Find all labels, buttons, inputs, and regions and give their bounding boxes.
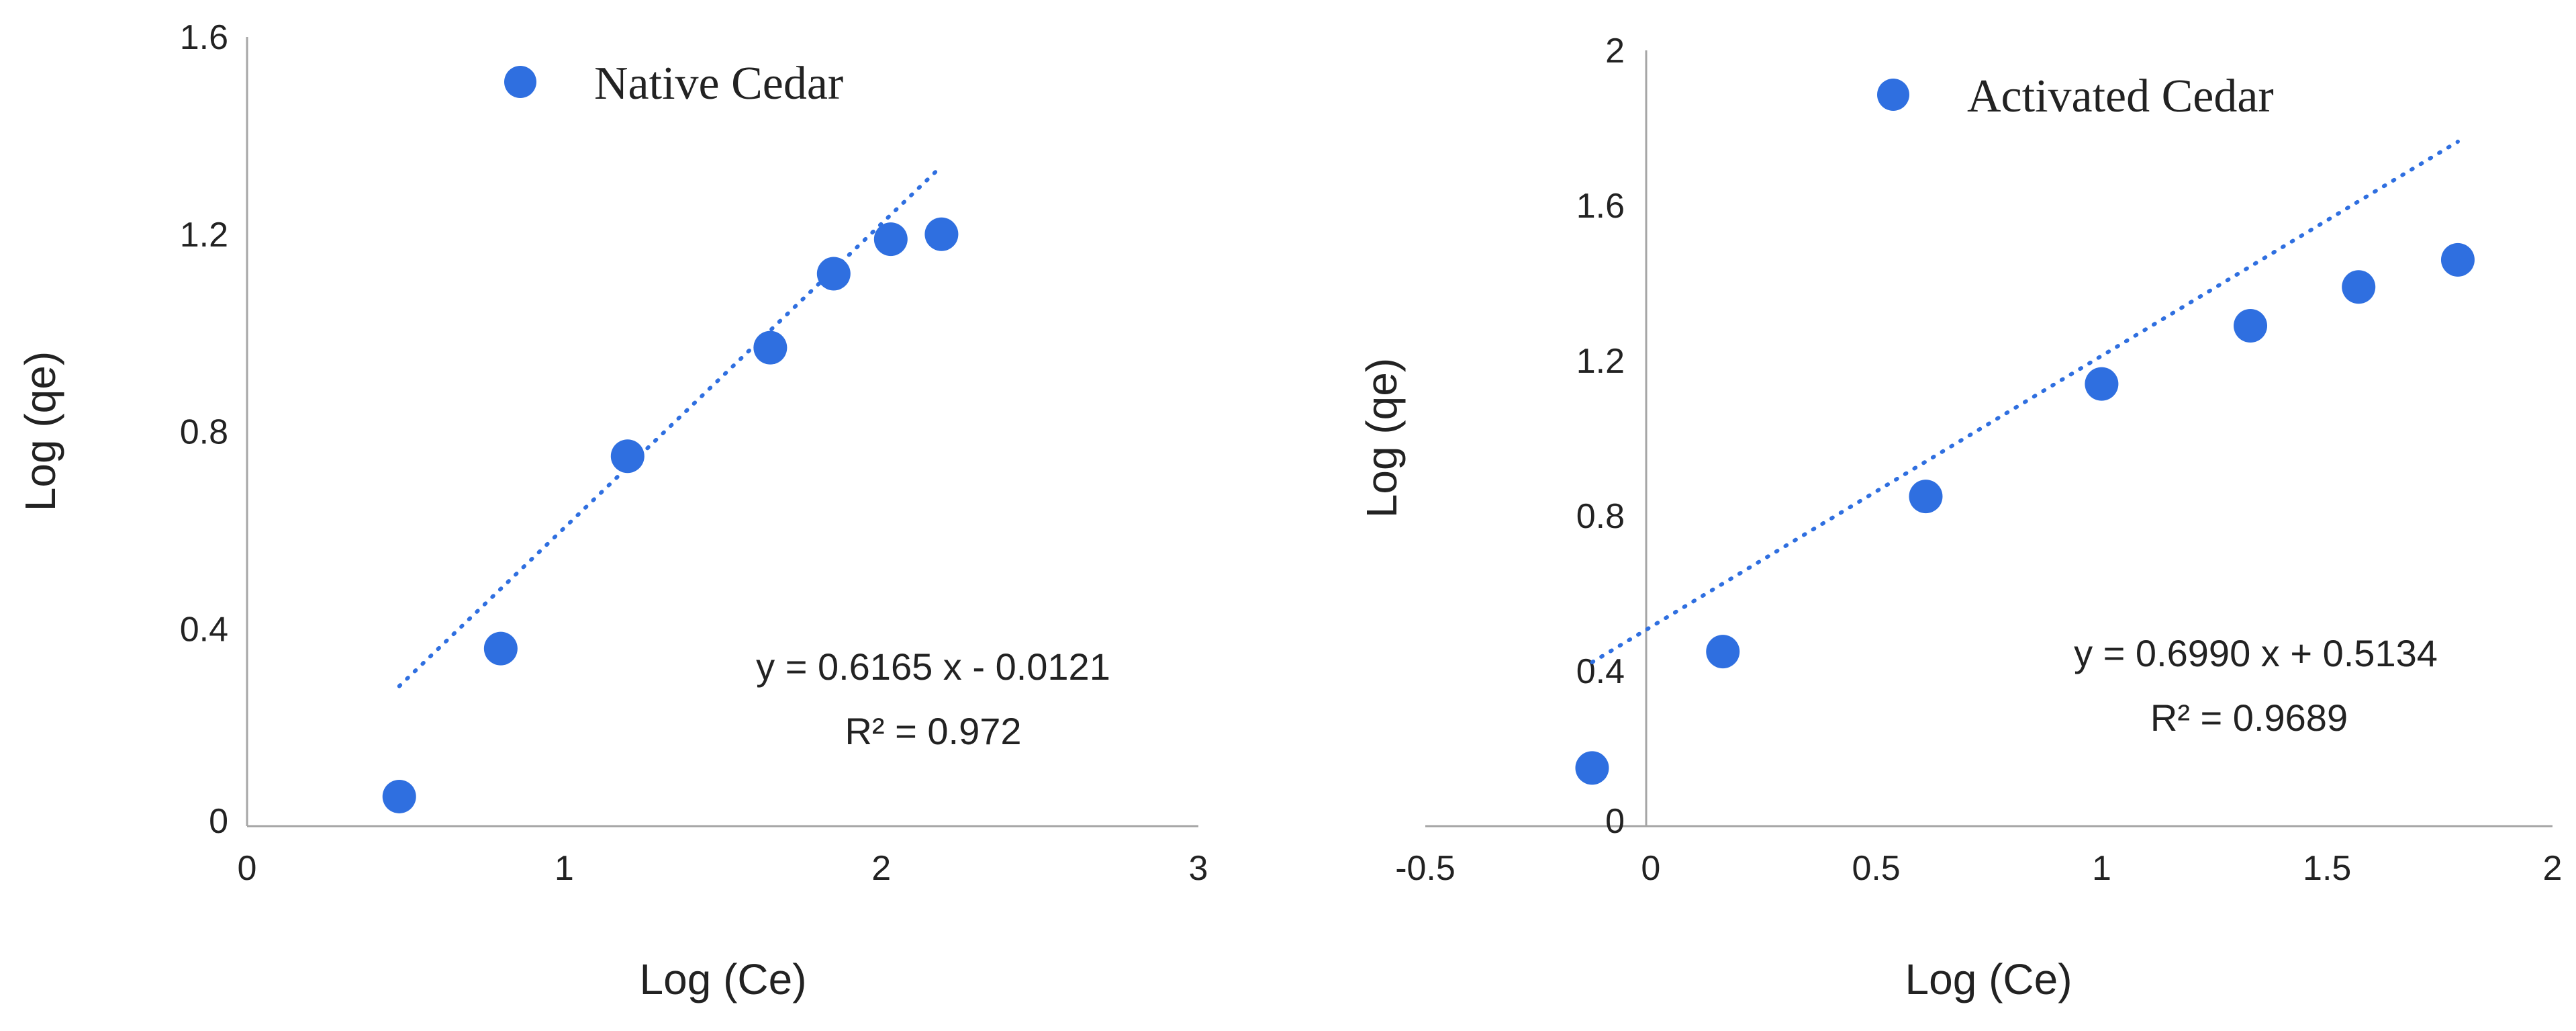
data-point [753, 330, 788, 365]
legend-label: Native Cedar [594, 58, 843, 109]
trendline-equation: y = 0.6990 x + 0.5134 [2074, 632, 2438, 674]
y-tick-labels: 0 0.4 0.8 1.2 1.6 [180, 18, 228, 841]
y-tick-label: 0 [1605, 802, 1625, 841]
trendline-equation: y = 0.6165 x - 0.0121 [756, 645, 1110, 688]
x-tick-label: -0.5 [1395, 849, 1456, 888]
data-point [873, 222, 908, 257]
data-point [610, 439, 645, 474]
legend-label: Activated Cedar [1967, 71, 2274, 122]
y-tick-label: 0.4 [1576, 652, 1625, 691]
r-squared-label: R² = 0.972 [845, 710, 1021, 752]
y-axis-label: Log (qe) [16, 351, 64, 511]
data-point [2234, 309, 2268, 343]
x-axis-label: Log (Ce) [1905, 955, 2072, 1003]
data-point [1575, 751, 1609, 785]
data-point [382, 779, 416, 813]
y-tick-label: 0 [209, 802, 228, 841]
y-tick-label: 0.8 [180, 413, 228, 452]
data-point [2440, 242, 2475, 277]
x-tick-labels: -0.5 0 0.5 1 1.5 2 [1395, 849, 2562, 888]
y-tick-label: 1.2 [1576, 342, 1625, 381]
x-tick-label: 1 [555, 849, 574, 888]
trendline-native-cedar [397, 164, 944, 688]
x-tick-label: 2 [871, 849, 891, 888]
y-tick-label: 2 [1605, 32, 1625, 71]
data-point [2085, 367, 2119, 401]
x-tick-label: 0 [238, 849, 257, 888]
y-tick-label: 1.2 [180, 216, 228, 255]
y-tick-label: 0.8 [1576, 497, 1625, 536]
y-tick-label: 1.6 [180, 18, 228, 57]
x-tick-labels: 0 1 2 3 [238, 849, 1208, 888]
data-point [2342, 270, 2376, 304]
legend-marker [504, 66, 536, 98]
legend-marker [1877, 79, 1909, 111]
y-tick-label: 1.6 [1576, 187, 1625, 226]
chart-native-cedar: 0 0.4 0.8 1.2 1.6 0 1 2 3 Native Cedar y = 0.61… [16, 18, 1208, 1003]
x-axis-label: Log (Ce) [640, 955, 807, 1003]
x-tick-label: 3 [1189, 849, 1208, 888]
data-point [816, 257, 851, 291]
trendline-activated-cedar [1590, 139, 2460, 664]
data-point [1706, 635, 1740, 669]
x-tick-label: 2 [2543, 849, 2563, 888]
r-squared-label: R² = 0.9689 [2150, 697, 2348, 739]
x-tick-label: 1.5 [2303, 849, 2351, 888]
x-tick-label: 1 [2092, 849, 2111, 888]
y-tick-labels: 0 0.4 0.8 1.2 1.6 2 [1576, 32, 1625, 841]
x-tick-label: 0 [1641, 849, 1660, 888]
data-point [483, 631, 518, 666]
y-tick-label: 0.4 [180, 610, 228, 649]
data-point [924, 217, 959, 251]
data-point [1909, 480, 1943, 514]
chart-activated-cedar: 0 0.4 0.8 1.2 1.6 2 -0.5 0 0.5 1 1.5 2 Activated C… [1357, 32, 2562, 1003]
x-tick-label: 0.5 [1852, 849, 1900, 888]
data-points-native-cedar [382, 217, 959, 813]
data-points-activated-cedar [1575, 242, 2475, 785]
y-axis-label: Log (qe) [1357, 358, 1406, 518]
